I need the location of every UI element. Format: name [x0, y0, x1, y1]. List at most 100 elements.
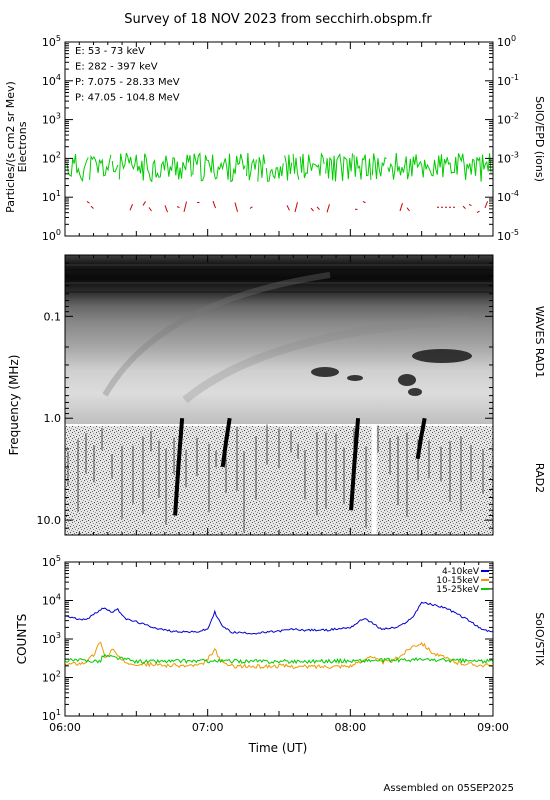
series-e-53-73-kev-line	[192, 152, 246, 183]
series-e-282-397-kev-mark	[234, 202, 238, 212]
particles-plot-frame	[64, 41, 494, 237]
y-tick-label: 104	[42, 73, 61, 88]
series-e-282-397-kev-mark	[468, 203, 472, 207]
series-e-53-73-kev-line	[66, 154, 89, 183]
series-e-282-397-kev-mark	[316, 206, 320, 210]
series-e-282-397-kev-mark	[326, 204, 330, 213]
series-e-282-397-kev-mark	[286, 205, 290, 211]
series-4-10kev-line	[65, 601, 493, 635]
stix-data	[65, 601, 493, 670]
legend-entry: P: 7.075 - 28.33 MeV	[75, 77, 180, 88]
particles-y-label: Particles/(s cm2 sr Mev)	[4, 81, 17, 213]
y-tick-label: 100	[42, 228, 61, 243]
stix-plot-frame	[64, 561, 494, 717]
series-e-53-73-kev-line	[284, 154, 293, 181]
legend-entry: E: 282 - 397 keV	[75, 62, 158, 73]
particles-data	[66, 152, 492, 214]
series-e-53-73-kev-line	[371, 153, 387, 180]
stix-right-label: SolO/STIX	[533, 612, 546, 666]
type-iii-burst	[349, 418, 361, 511]
assembled-footer: Assembled on 05SEP2025	[384, 783, 514, 794]
type-iii-burst	[415, 417, 427, 460]
particles-panel: 100 101 102 103 104 105 10-5 10-4 10-3 10-2 10-1 10…	[4, 34, 546, 243]
rad1-burst-blob	[347, 375, 363, 381]
series-e-282-397-kev-mark	[212, 200, 216, 209]
series-e-282-397-kev-mark	[86, 201, 90, 204]
y-tick-label: 105	[42, 34, 61, 49]
waves-y-label: Frequency (MHz)	[7, 355, 21, 456]
rad1-burst-blob	[311, 367, 339, 377]
series-e-282-397-kev-mark	[484, 201, 488, 209]
series-e-53-73-kev-line	[292, 153, 300, 180]
x-axis-label: Time (UT)	[248, 741, 308, 755]
waves-right-label-rad1: WAVES RAD1	[533, 306, 546, 378]
stix-y-label: COUNTS	[15, 614, 29, 665]
series-e-53-73-kev-line	[118, 152, 192, 183]
series-e-53-73-kev-line	[353, 154, 372, 180]
y-tick-label: 10.0	[37, 514, 62, 527]
y-tick-label: 0.1	[44, 310, 62, 323]
y-tick-label: 103	[42, 112, 61, 127]
y2-tick-label: 10-3	[497, 150, 519, 165]
stix-panel: 101 102 103 104 105 06:00 07:00 08:00 09:00 4-10k…	[15, 554, 546, 734]
series-e-282-397-kev-mark	[148, 207, 152, 212]
series-e-53-73-kev-line	[265, 163, 284, 182]
series-e-53-73-kev-line	[111, 160, 119, 173]
legend-entry: P: 47.05 - 104.8 MeV	[75, 93, 180, 104]
rad-boundary	[65, 424, 493, 426]
series-e-282-397-kev-mark	[183, 201, 187, 213]
series-e-282-397-kev-mark	[462, 205, 466, 209]
series-10-15kev-line	[65, 641, 493, 670]
series-e-53-73-kev-line	[246, 152, 257, 181]
rad1-burst-blob	[412, 349, 472, 363]
series-e-282-397-kev-mark	[142, 201, 146, 206]
particles-right-label: SolO/EPD (ions)	[533, 96, 546, 182]
series-e-282-397-kev-mark	[129, 204, 133, 211]
rad1-arc	[182, 316, 471, 404]
rad1-spectrogram	[65, 255, 493, 424]
rad2-streaks	[67, 424, 484, 533]
rad2-data-gap	[371, 424, 377, 535]
series-e-282-397-kev-mark	[294, 202, 298, 213]
y-tick-label: 102	[42, 670, 61, 685]
y-tick-label: 105	[42, 554, 61, 569]
series-e-53-73-kev-line	[257, 154, 266, 182]
y2-tick-label: 100	[497, 34, 516, 49]
legend-entry: 4-10keV	[442, 567, 480, 577]
y2-tick-label: 10-1	[497, 73, 519, 88]
y-tick-label: 101	[42, 708, 61, 723]
rad1-burst-blob	[398, 374, 416, 386]
series-e-53-73-kev-line	[299, 152, 325, 179]
y-tick-label: 104	[42, 593, 61, 608]
legend-entry: 15-25keV	[436, 585, 480, 595]
series-e-282-397-kev-mark	[176, 206, 180, 209]
y2-tick-label: 10-2	[497, 112, 519, 127]
y-tick-label: 101	[42, 189, 61, 204]
series-e-282-397-kev-mark	[476, 210, 480, 214]
waves-panel: 0.1 1.0 10.0 Frequency (MHz) WAVES RAD1 RAD2	[7, 254, 546, 536]
series-e-282-397-kev-mark	[164, 205, 168, 213]
series-e-282-397-kev-mark	[249, 206, 253, 209]
rad1-burst-blob	[408, 388, 422, 396]
waves-right-label-rad2: RAD2	[533, 463, 546, 493]
x-tick-label: 07:00	[192, 721, 224, 734]
y2-tick-label: 10-4	[497, 189, 519, 204]
y-tick-label: 1.0	[44, 412, 62, 425]
series-15-25kev-line	[65, 653, 493, 665]
series-e-53-73-kev-line	[89, 154, 112, 180]
type-iii-burst	[173, 418, 185, 516]
rad1-arc	[102, 272, 331, 397]
series-e-53-73-kev-line	[325, 153, 353, 182]
y2-tick-label: 10-5	[497, 228, 519, 243]
series-e-282-397-kev-mark	[399, 203, 403, 212]
x-tick-label: 09:00	[477, 721, 509, 734]
series-e-282-397-kev-mark	[310, 207, 314, 212]
type-iii-burst	[220, 417, 232, 468]
particles-y-label-2: Electrons	[16, 121, 29, 172]
y-tick-label: 103	[42, 631, 61, 646]
x-tick-label: 06:00	[49, 721, 81, 734]
x-tick-label: 08:00	[334, 721, 366, 734]
y-tick-label: 102	[42, 150, 61, 165]
legend-entry: 10-15keV	[436, 576, 480, 586]
